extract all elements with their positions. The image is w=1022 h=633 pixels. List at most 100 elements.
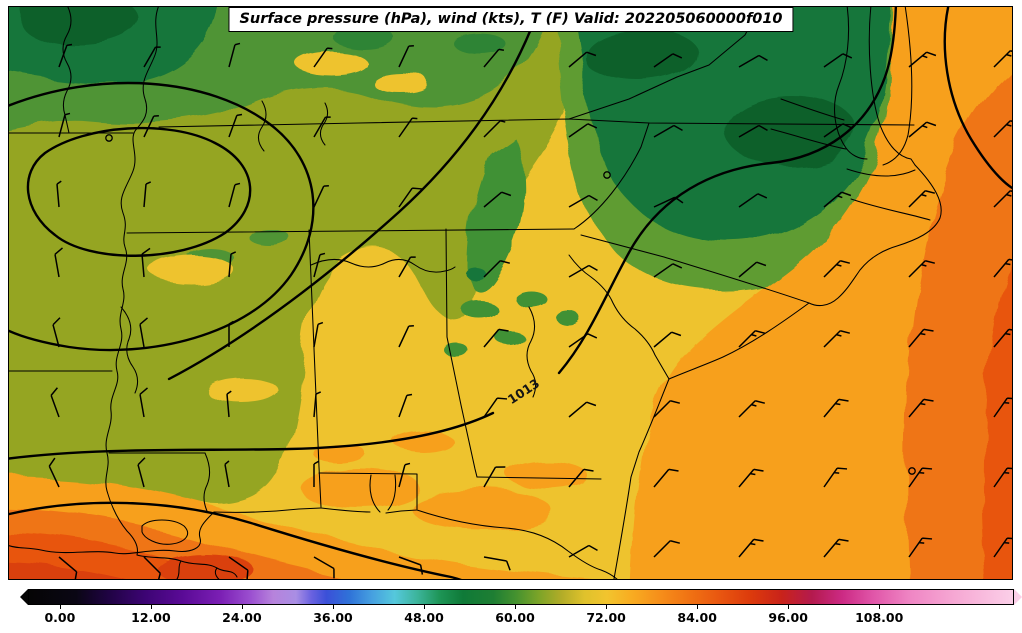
wind-barb-glyph (993, 120, 1012, 138)
colorbar-underflow-arrow (20, 589, 28, 605)
border-line (369, 474, 397, 513)
wind-barb-glyph (52, 317, 61, 348)
wind-barb-glyph (313, 184, 329, 208)
wind-barb (823, 260, 850, 278)
wind-barb (398, 393, 413, 418)
wind-barb-glyph (653, 196, 684, 208)
wind-barb-glyph (738, 124, 768, 138)
colorbar-tick-label: 84.00 (677, 610, 717, 625)
wind-barb-glyph (228, 182, 241, 208)
temp-region (583, 27, 699, 83)
wind-barb (568, 544, 598, 558)
wind-barb (908, 121, 937, 138)
wind-barb (483, 191, 512, 208)
wind-barb (568, 123, 598, 138)
wind-barb (568, 333, 598, 348)
wind-barb-glyph (483, 556, 511, 571)
wind-barb-glyph (823, 330, 850, 348)
wind-barb (653, 540, 680, 558)
wind-barb (228, 556, 249, 579)
colorbar (28, 589, 1014, 605)
wind-barb-glyph (483, 260, 510, 278)
temp-region (509, 463, 589, 491)
wind-barb-glyph (653, 331, 682, 348)
wind-barb-glyph (228, 320, 234, 347)
border-line (308, 229, 322, 508)
wind-barb (143, 46, 161, 68)
wind-barb-glyph (54, 247, 63, 278)
wind-barb (738, 54, 768, 68)
wind-barb-glyph (823, 123, 853, 138)
temp-region (295, 51, 367, 75)
wind-barb-glyph (483, 191, 512, 208)
wind-barb (398, 556, 424, 575)
colorbar-tick-mark (606, 605, 608, 609)
wind-barb-glyph (56, 180, 62, 208)
wind-barb (823, 330, 850, 348)
wind-barb (228, 320, 234, 347)
temp-region (373, 73, 429, 93)
wind-barb-glyph (568, 194, 598, 208)
wind-barb-glyph (823, 398, 849, 418)
temp-region (725, 95, 857, 167)
wind-barb (823, 123, 853, 138)
plot-title-text: Surface pressure (hPa), wind (kts), T (F… (239, 11, 783, 27)
wind-barb (58, 43, 73, 68)
wind-barb-glyph (313, 47, 333, 68)
wind-barb-glyph (568, 51, 597, 68)
wind-barb (137, 457, 146, 488)
state-borders (9, 7, 942, 579)
wind-barb-glyph (143, 46, 161, 68)
colorbar-tick-label: 24.00 (222, 610, 262, 625)
wind-barb-glyph (228, 42, 241, 68)
wind-barb (653, 53, 683, 68)
plot-title: Surface pressure (hPa), wind (kts), T (F… (228, 7, 794, 32)
wind-barb (993, 397, 1012, 418)
colorbar-tick-label: 48.00 (404, 610, 444, 625)
wind-barb (823, 538, 849, 558)
wind-barb (313, 460, 319, 487)
wind-barb (228, 182, 241, 208)
pressure-contour (9, 411, 495, 460)
wind-barb-glyph (653, 124, 683, 138)
wind-barb-glyph (58, 43, 73, 68)
temp-region (205, 376, 277, 402)
wind-barbs (48, 42, 1012, 579)
wind-barb-glyph (398, 556, 424, 575)
wind-barb (483, 260, 510, 278)
wind-barb (908, 537, 933, 558)
wind-barb-glyph (483, 48, 505, 68)
wind-barb (483, 556, 511, 571)
border-line (445, 228, 478, 478)
wind-barb-glyph (823, 538, 849, 558)
wind-barb (653, 468, 679, 488)
wind-barb (738, 330, 765, 348)
wind-barb-glyph (58, 112, 71, 138)
colorbar-tick-mark (59, 605, 61, 609)
wind-barb-glyph (908, 398, 934, 418)
colorbar-tick-label: 108.00 (855, 610, 904, 625)
border-line (882, 7, 913, 166)
pressure-contour (943, 7, 1012, 190)
wind-barb-glyph (568, 468, 594, 488)
temp-region (301, 469, 421, 509)
colorbar-tick-label: 0.00 (44, 610, 76, 625)
wind-barb-glyph (228, 251, 237, 278)
wind-barb-glyph (398, 462, 411, 488)
temp-region (497, 331, 525, 347)
colorbar-tick-mark (424, 605, 426, 609)
border-line (573, 122, 650, 230)
wind-barb (143, 556, 161, 579)
wind-barb-glyph (823, 467, 848, 488)
wind-barb (139, 387, 148, 418)
temp-region (249, 228, 289, 246)
wind-barb (993, 328, 1012, 348)
border-line (203, 452, 211, 512)
border-line (868, 7, 916, 166)
wind-barb-glyph (653, 540, 680, 558)
wind-barb-glyph (908, 537, 933, 558)
wind-barb (52, 317, 61, 348)
wind-barb-glyph (141, 247, 151, 278)
wind-barb-glyph (993, 467, 1012, 488)
border-line (580, 234, 810, 304)
